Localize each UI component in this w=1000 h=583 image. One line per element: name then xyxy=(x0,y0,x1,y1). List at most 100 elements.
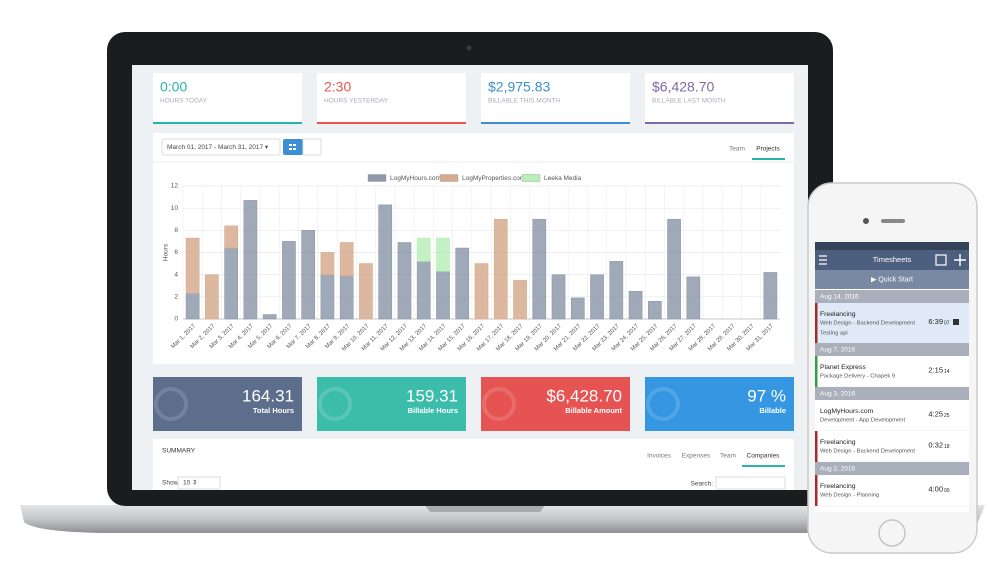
stat-label: BILLABLE LAST MONTH xyxy=(652,98,726,105)
y-tick-label: 0 xyxy=(174,316,178,323)
total-icon xyxy=(646,387,680,421)
bar xyxy=(551,274,566,320)
stat-value: $2,975.83 xyxy=(488,79,550,95)
search-label: Search: xyxy=(691,481,714,488)
bar xyxy=(301,230,316,320)
entry-time: 4:25 xyxy=(928,409,943,418)
bar xyxy=(590,274,604,320)
y-tick-label: 10 xyxy=(171,205,179,212)
entry-seconds: 14 xyxy=(944,369,950,375)
bar xyxy=(224,225,238,249)
bar xyxy=(493,218,508,320)
total-icon xyxy=(154,387,188,421)
summary-tab[interactable]: Companies xyxy=(747,453,781,460)
phone-home-button[interactable] xyxy=(878,519,906,547)
total-card xyxy=(645,377,794,431)
bar xyxy=(628,290,643,320)
legend-swatch xyxy=(367,174,387,182)
phone-menu-icon[interactable] xyxy=(819,255,827,265)
stat-label: HOURS TODAY xyxy=(160,98,208,105)
bar xyxy=(339,275,354,320)
entry-seconds: 07 xyxy=(944,320,950,326)
summary-tab[interactable]: Invoices xyxy=(647,453,672,460)
view-toggle[interactable] xyxy=(302,138,322,156)
date-range-label[interactable]: March 01, 2017 - March 31, 2017 ▾ xyxy=(167,144,269,151)
bar xyxy=(378,204,393,320)
laptop-camera xyxy=(466,45,472,51)
stat-value: $6,428.70 xyxy=(652,79,714,95)
bar xyxy=(474,263,489,320)
entry[interactable] xyxy=(815,356,969,387)
entry[interactable] xyxy=(815,303,969,343)
chart-tab[interactable]: Team xyxy=(729,146,745,153)
total-label: Billable Amount xyxy=(565,406,622,415)
grid-icon xyxy=(289,144,296,150)
phone-calendar-icon[interactable] xyxy=(935,254,947,266)
bar xyxy=(339,242,354,277)
entry[interactable] xyxy=(815,431,969,462)
date-range-picker[interactable] xyxy=(161,138,281,156)
phone-nav-bar xyxy=(815,250,969,270)
legend-swatch xyxy=(439,174,459,182)
total-value: 159.31 xyxy=(406,386,458,405)
phone-quick-start[interactable] xyxy=(815,270,969,289)
show-label: Show xyxy=(162,480,179,487)
stat-card xyxy=(481,73,630,124)
bar xyxy=(185,237,200,294)
entry-seconds: 00 xyxy=(944,488,950,494)
total-label: Billable Hours xyxy=(408,406,458,415)
show-value[interactable]: 10 ⇕ xyxy=(183,479,197,487)
phone: Timesheets ▶ Quick Start Aug 14, 2016 Fre… xyxy=(807,182,978,554)
y-tick-label: 6 xyxy=(174,249,178,256)
bar xyxy=(436,271,450,320)
group-date: Aug 2, 2016 xyxy=(820,466,855,473)
entry-time: 0:32 xyxy=(928,440,943,449)
total-value: 97 % xyxy=(747,386,786,405)
group-date: Aug 7, 2016 xyxy=(820,347,855,354)
stat-card xyxy=(317,73,466,124)
entry-task: Development - App Development xyxy=(820,418,905,424)
view-toggle-active[interactable] xyxy=(283,139,303,155)
bar xyxy=(609,261,624,320)
bar xyxy=(532,218,547,320)
stat-card xyxy=(645,73,794,124)
summary-title: SUMMARY xyxy=(162,448,196,455)
stat-underline xyxy=(481,122,630,124)
y-tick-label: 2 xyxy=(174,294,178,301)
bar xyxy=(397,242,412,320)
bar xyxy=(570,297,585,320)
bar xyxy=(647,300,662,320)
bar xyxy=(205,274,219,320)
bar xyxy=(224,247,238,320)
entry-task: Package Delivery - Chapek 9 xyxy=(820,374,895,380)
entry[interactable] xyxy=(815,475,969,506)
phone-quick-start-label[interactable]: ▶ Quick Start xyxy=(871,276,913,283)
entry[interactable] xyxy=(815,400,969,431)
legend-swatch xyxy=(521,174,541,182)
entry-project: Freelancing xyxy=(820,483,856,490)
summary-tab[interactable]: Expenses xyxy=(682,453,711,460)
entry-time: 4:00 xyxy=(928,484,943,493)
search-input[interactable] xyxy=(715,476,786,490)
total-icon xyxy=(318,387,352,421)
entry-time: 2:15 xyxy=(928,365,943,374)
laptop-notch xyxy=(425,505,545,512)
bar xyxy=(185,293,200,320)
entry-task: Web Design - Planning xyxy=(820,493,879,499)
entry-color-bar xyxy=(815,303,818,343)
phone-add-icon[interactable] xyxy=(954,254,966,266)
y-tick-label: 4 xyxy=(174,271,178,278)
bar xyxy=(320,274,335,320)
stop-button[interactable] xyxy=(953,319,959,325)
entry-task: Web Design - Backend Development xyxy=(820,449,915,455)
legend-label: LogMyHours.com xyxy=(390,175,441,182)
show-select[interactable] xyxy=(177,476,221,490)
bar xyxy=(359,263,373,320)
group-header xyxy=(815,387,969,400)
summary-tab[interactable]: Team xyxy=(720,453,736,460)
group-header xyxy=(815,290,969,303)
chart-tab[interactable]: Projects xyxy=(756,146,780,153)
bar xyxy=(763,272,778,320)
entry-color-bar xyxy=(815,475,818,506)
